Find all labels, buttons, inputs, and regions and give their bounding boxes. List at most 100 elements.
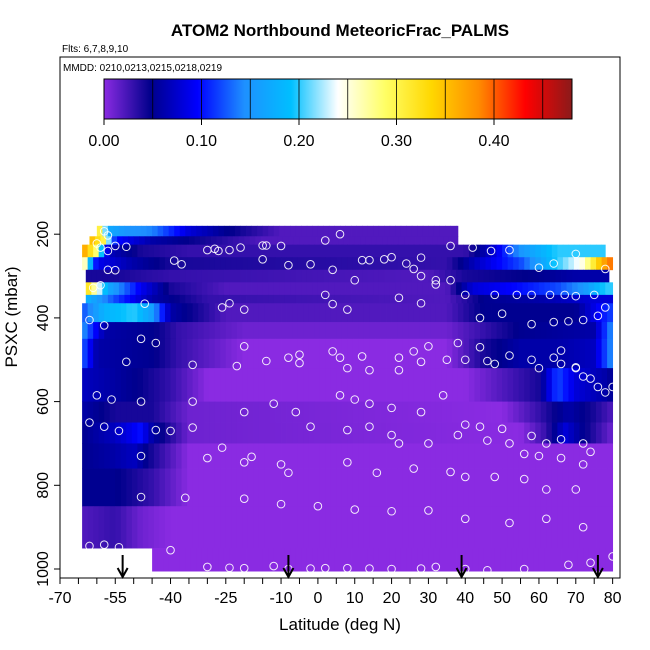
heatmap-cell <box>375 443 381 469</box>
heatmap-cell <box>583 548 590 572</box>
heatmap-cell <box>461 548 468 572</box>
heatmap-cell <box>419 303 426 323</box>
heatmap-cell <box>170 257 177 271</box>
heatmap-cell <box>258 468 265 507</box>
heatmap-cell <box>386 257 392 271</box>
heatmap-cell <box>579 368 586 402</box>
heatmap-cell <box>463 338 470 369</box>
heatmap-cell <box>336 443 343 469</box>
sample-marker <box>203 453 212 463</box>
heatmap-cell <box>480 244 486 258</box>
heatmap-cell <box>284 282 291 296</box>
heatmap-cell <box>159 401 166 423</box>
heatmap-cell <box>538 548 545 572</box>
heatmap-cell <box>413 506 420 549</box>
heatmap-cell <box>463 422 470 444</box>
heatmap-cell <box>341 468 348 507</box>
heatmap-cell <box>236 401 243 423</box>
sample-marker <box>571 249 581 259</box>
heatmap-cell <box>391 322 398 340</box>
heatmap-cell <box>496 257 503 271</box>
heatmap-cell <box>187 368 194 402</box>
heatmap-cell <box>395 225 402 237</box>
heatmap-cell <box>463 443 470 469</box>
heatmap-cell <box>596 422 602 444</box>
heatmap-cell <box>82 443 89 469</box>
heatmap-cell <box>148 257 155 271</box>
heatmap-cell <box>148 322 155 340</box>
heatmap-cell <box>491 443 497 469</box>
heatmap-cell <box>430 322 437 340</box>
heatmap-cell <box>538 294 545 304</box>
heatmap-cell <box>297 422 304 444</box>
heatmap-cell <box>424 506 431 549</box>
heatmap-cell <box>557 422 564 444</box>
heatmap-cell <box>292 506 299 549</box>
heatmap-cell <box>386 368 392 402</box>
heatmap-cell <box>168 225 175 237</box>
heatmap-cell <box>142 244 149 258</box>
heatmap-cell <box>373 548 380 572</box>
sample-marker <box>468 243 477 252</box>
heatmap-cell <box>111 236 118 246</box>
heatmap-cell <box>153 506 160 549</box>
sample-marker <box>114 426 124 436</box>
heatmap-cell <box>301 269 308 283</box>
heatmap-cell <box>367 282 374 296</box>
sample-marker <box>542 514 551 524</box>
heatmap-cell <box>308 257 315 271</box>
heatmap-cell <box>130 282 136 296</box>
heatmap-cell <box>319 338 326 369</box>
heatmap-cell <box>513 322 520 340</box>
heatmap-cell <box>133 236 140 246</box>
heatmap-cell <box>518 338 525 369</box>
heatmap-cell <box>426 236 433 246</box>
heatmap-cell <box>468 338 475 369</box>
heatmap-cell <box>402 322 409 340</box>
sample-marker <box>512 290 522 300</box>
heatmap-cell <box>91 282 98 296</box>
heatmap-cell <box>82 368 89 402</box>
heatmap-cell <box>148 338 155 369</box>
heatmap-cell <box>120 506 127 549</box>
heatmap-cell <box>435 244 442 258</box>
heatmap-cell <box>430 338 437 369</box>
heatmap-cell <box>562 303 569 323</box>
sample-marker <box>225 563 234 573</box>
heatmap-cell <box>281 338 287 369</box>
heatmap-cell <box>363 244 370 258</box>
sample-marker <box>460 355 470 365</box>
heatmap-cell <box>153 322 160 340</box>
heatmap-cell <box>165 443 171 469</box>
heatmap-cell <box>562 368 569 402</box>
heatmap-cell <box>102 294 109 304</box>
heatmap-cell <box>380 401 387 423</box>
heatmap-cell <box>258 506 265 549</box>
heatmap-cell <box>192 257 199 271</box>
heatmap-cell <box>363 401 370 423</box>
heatmap-cell <box>303 368 310 402</box>
heatmap-cell <box>360 236 367 246</box>
heatmap-cell <box>290 294 297 304</box>
heatmap-cell <box>257 294 264 304</box>
heatmap-cell <box>236 443 243 469</box>
heatmap-cell <box>115 322 122 340</box>
heatmap-cell <box>247 303 254 323</box>
colorbar-gradient <box>103 78 573 120</box>
sample-marker <box>527 319 536 329</box>
heatmap-cell <box>524 257 531 271</box>
heatmap-cell <box>413 422 420 444</box>
heatmap-cell <box>153 303 160 323</box>
heatmap-cell <box>424 303 431 323</box>
x-axis: -70 -55 -40 -25 -10 0 10 20 30 40 50 60 70 80 <box>48 578 622 607</box>
heatmap-cell <box>109 322 116 340</box>
heatmap-cell <box>192 244 199 258</box>
heatmap-cell <box>419 468 426 507</box>
heatmap-cell <box>323 294 330 304</box>
heatmap-cell <box>398 236 405 246</box>
sample-marker <box>217 443 227 452</box>
heatmap-cell <box>258 338 265 369</box>
sample-marker <box>166 545 175 555</box>
heatmap-cell <box>391 468 398 507</box>
heatmap-cell <box>303 468 310 507</box>
